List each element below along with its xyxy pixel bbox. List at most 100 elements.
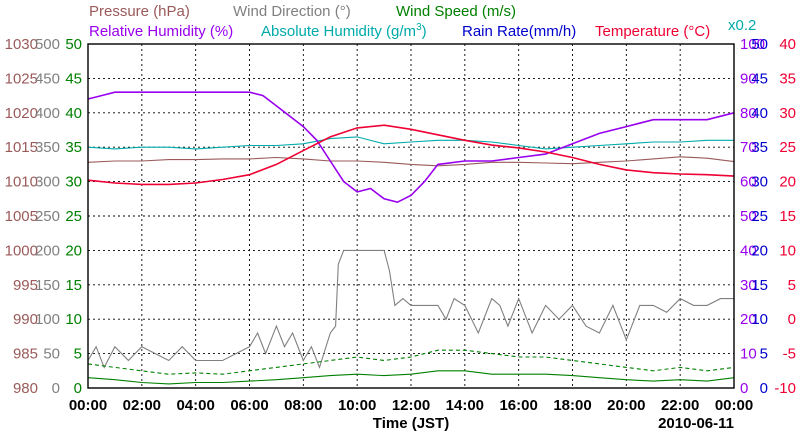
tick-label-rain-rate: 5: [760, 346, 768, 363]
tick-label-rain-rate: 0: [760, 380, 768, 397]
tick-label-relative-humidity: 20: [740, 311, 757, 328]
legend: Pressure (hPa) Wind Direction (°) Wind S…: [89, 3, 756, 40]
tick-label-time: 00:00: [715, 397, 753, 414]
tick-label-relative-humidity: 90: [740, 70, 757, 87]
legend-absolute-humidity: Absolute Humidity (g/m3): [261, 22, 427, 40]
plot-frame: [87, 43, 735, 389]
tick-label-pressure: 1025: [5, 70, 38, 87]
tick-label-pressure: 995: [13, 277, 38, 294]
tick-label-wind-direction: 150: [35, 277, 60, 294]
tick-label-relative-humidity: 30: [740, 277, 757, 294]
tick-label-wind-direction: 100: [35, 311, 60, 328]
tick-label-pressure: 1000: [5, 242, 38, 259]
tick-label-pressure: 980: [13, 380, 38, 397]
tick-label-time: 08:00: [284, 397, 322, 414]
tick-label-temperature: 25: [779, 139, 796, 156]
tick-label-relative-humidity: 0: [740, 380, 748, 397]
tick-label-relative-humidity: 10: [740, 346, 757, 363]
tick-label-rain-rate: 35: [751, 139, 768, 156]
tick-label-wind-direction: 350: [35, 139, 60, 156]
tick-label-wind-direction: 450: [35, 70, 60, 87]
tick-label-wind-speed: 25: [65, 208, 82, 225]
tick-label-temperature: 30: [779, 105, 796, 122]
grid: [88, 44, 734, 388]
tick-label-rain-rate: 40: [751, 105, 768, 122]
tick-label-wind-speed: 20: [65, 242, 82, 259]
tick-label-pressure: 1020: [5, 105, 38, 122]
tick-label-wind-speed: 10: [65, 311, 82, 328]
legend-wind-direction: Wind Direction (°): [233, 3, 351, 20]
tick-label-wind-speed: 15: [65, 277, 82, 294]
tick-label-time: 20:00: [607, 397, 645, 414]
tick-label-temperature: 5: [788, 277, 796, 294]
tick-label-pressure: 1010: [5, 174, 38, 191]
tick-label-relative-humidity: 50: [740, 208, 757, 225]
series-line-wind-speed-solid: [87, 370, 735, 385]
tick-label-wind-direction: 250: [35, 208, 60, 225]
tick-label-temperature: 35: [779, 70, 796, 87]
legend-temperature: Temperature (°C): [595, 23, 710, 40]
series-line-pressure: [87, 156, 735, 167]
tick-label-temperature: 40: [779, 36, 796, 53]
tick-label-pressure: 990: [13, 311, 38, 328]
tick-label-rain-rate: 10: [751, 311, 768, 328]
tick-label-time: 22:00: [661, 397, 699, 414]
tick-label-temperature: 15: [779, 208, 796, 225]
date-label: 2010-06-11: [658, 415, 734, 432]
axis-labels: 1030102510201015101010051000995990985980…: [5, 36, 796, 414]
data-series: [87, 91, 735, 385]
legend-pressure: Pressure (hPa): [89, 3, 190, 20]
x-axis-label: Time (JST): [373, 415, 449, 432]
tick-label-wind-direction: 200: [35, 242, 60, 259]
tick-label-rain-rate: 20: [751, 242, 768, 259]
tick-label-temperature: 0: [788, 311, 796, 328]
tick-label-wind-speed: 0: [74, 380, 82, 397]
legend-relative-humidity: Relative Humidity (%): [89, 23, 233, 40]
tick-label-time: 12:00: [392, 397, 430, 414]
tick-label-relative-humidity: 60: [740, 174, 757, 191]
tick-label-time: 10:00: [338, 397, 376, 414]
tick-label-wind-direction: 50: [43, 346, 60, 363]
series-line-temperature: [87, 124, 735, 186]
series-line-absolute-humidity: [87, 136, 734, 150]
legend-wind-speed: Wind Speed (m/s): [396, 3, 516, 20]
tick-label-wind-speed: 45: [65, 70, 82, 87]
tick-label-wind-speed: 40: [65, 105, 82, 122]
tick-label-wind-direction: 400: [35, 105, 60, 122]
tick-label-temperature: 20: [779, 174, 796, 191]
tick-label-rain-rate: 30: [751, 174, 768, 191]
tick-label-relative-humidity: 70: [740, 139, 757, 156]
tick-label-wind-speed: 35: [65, 139, 82, 156]
tick-label-wind-direction: 300: [35, 174, 60, 191]
tick-label-pressure: 1005: [5, 208, 38, 225]
rain-scale-note: x0.2: [728, 17, 756, 34]
tick-label-rain-rate: 25: [751, 208, 768, 225]
tick-label-wind-speed: 50: [65, 36, 82, 53]
tick-label-wind-direction: 0: [52, 380, 60, 397]
tick-label-wind-speed: 5: [74, 346, 82, 363]
tick-label-time: 06:00: [230, 397, 268, 414]
tick-label-relative-humidity: 80: [740, 105, 757, 122]
series-line-relative-humidity: [87, 91, 735, 204]
tick-label-time: 04:00: [176, 397, 214, 414]
series-line-wind-speed-dashed: [87, 349, 735, 375]
tick-label-relative-humidity: 100: [740, 36, 765, 53]
tick-label-time: 18:00: [553, 397, 591, 414]
tick-label-rain-rate: 15: [751, 277, 768, 294]
tick-label-pressure: 1015: [5, 139, 38, 156]
tick-label-pressure: 1030: [5, 36, 38, 53]
tick-label-time: 02:00: [123, 397, 161, 414]
tick-label-temperature: -10: [774, 380, 796, 397]
tick-label-wind-speed: 30: [65, 174, 82, 191]
series-line-wind-direction: [87, 249, 734, 370]
tick-label-pressure: 985: [13, 346, 38, 363]
tick-label-relative-humidity: 40: [740, 242, 757, 259]
tick-label-rain-rate: 50: [751, 36, 768, 53]
tick-label-time: 16:00: [499, 397, 537, 414]
tick-label-time: 00:00: [69, 397, 107, 414]
tick-label-time: 14:00: [446, 397, 484, 414]
tick-label-temperature: -5: [783, 346, 796, 363]
tick-label-temperature: 10: [779, 242, 796, 259]
legend-rain-rate: Rain Rate(mm/h): [462, 23, 576, 40]
